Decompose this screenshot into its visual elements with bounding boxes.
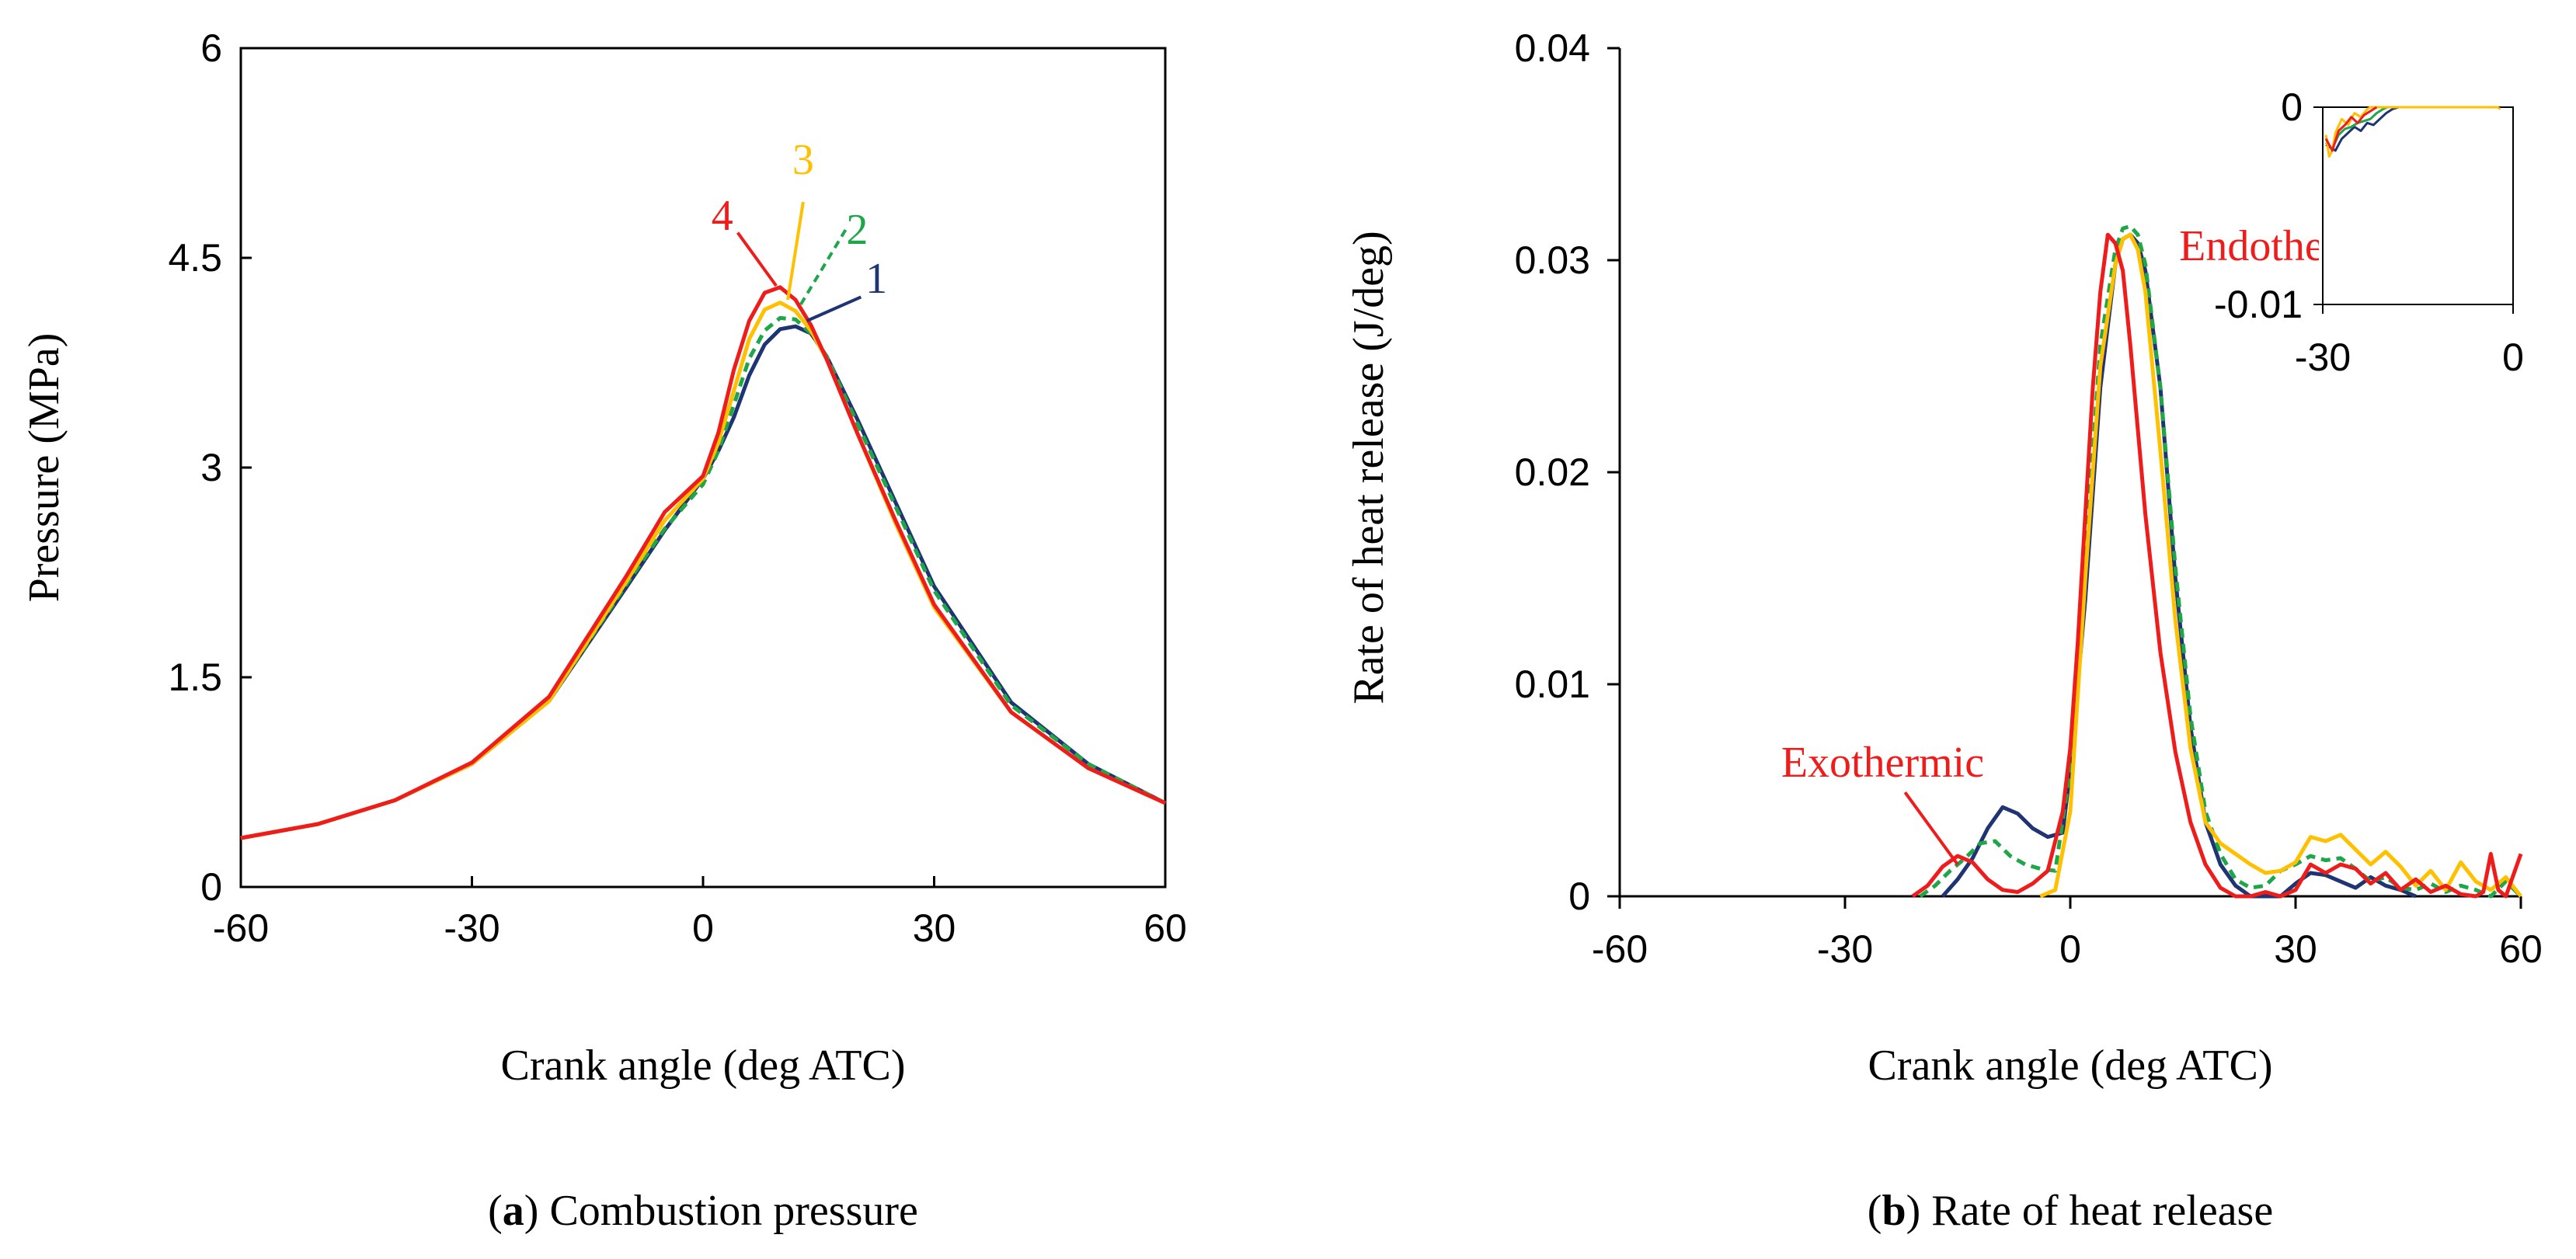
- y-tick-label-b: 0.02: [1515, 450, 1590, 494]
- x-tick-label-a: -60: [213, 906, 269, 950]
- series-line-4: [240, 285, 1167, 840]
- inset-series-line-4: [2324, 106, 2378, 152]
- y-tick-label-a: 4.5: [168, 236, 222, 280]
- series-label-leader: [736, 231, 778, 287]
- ticks-a: -60 -30 0 30 60 0 1.5 3 4.5 6: [168, 26, 1186, 950]
- x-tick-label-a: 0: [692, 906, 714, 950]
- y-tick-label-b: 0.01: [1515, 663, 1590, 706]
- series-line-2: [240, 315, 1167, 840]
- series-label-3: 3: [792, 136, 814, 184]
- y-tick-label-a: 6: [200, 26, 222, 70]
- x-tick-label-b: 30: [2274, 927, 2317, 971]
- series-line-1: [240, 324, 1167, 840]
- series-label-leader: [786, 201, 805, 301]
- x-tick-label-b: 0: [2059, 927, 2081, 971]
- inset-endothermic: -30 0 -0.01 0: [2214, 85, 2524, 379]
- caption-text-b: ) Rate of heat release: [1906, 1187, 2274, 1235]
- y-tick-label-a: 1.5: [168, 656, 222, 699]
- x-tick-label-b: -30: [1817, 927, 1873, 971]
- series-label-2: 2: [846, 206, 868, 254]
- series-line-3: [240, 301, 1167, 840]
- annotation-exothermic: Exothermic: [1781, 739, 1984, 787]
- panel-b-rate-of-heat-release: -60 -30 0 30 60 0 0.01 0.02 0.03 0.04 ExothermicE…: [1345, 26, 2543, 1235]
- inset-background: [2319, 103, 2513, 307]
- caption-text-a: ) Combustion pressure: [524, 1187, 918, 1235]
- caption-a: (a) Combustion pressure: [488, 1187, 918, 1235]
- inset-x-tick-label: -30: [2295, 336, 2351, 379]
- caption-letter-b: b: [1882, 1187, 1906, 1235]
- series-line-4: [1911, 232, 2523, 899]
- annotation-leader: [1903, 791, 1959, 866]
- y-tick-label-a: 0: [200, 865, 222, 909]
- y-axis-label-b: Rate of heat release (J/deg): [1345, 231, 1393, 704]
- y-tick-label-b: 0.03: [1515, 238, 1590, 282]
- caption-letter-a: a: [503, 1187, 524, 1235]
- plot-area-a: [239, 47, 1167, 889]
- series-label-leader: [798, 228, 848, 308]
- series-line-1: [1941, 232, 2417, 899]
- inset-y-tick-label: 0: [2281, 85, 2303, 129]
- x-axis-label-a: Crank angle (deg ATC): [501, 1042, 906, 1090]
- x-axis-label-b: Crank angle (deg ATC): [1868, 1042, 2273, 1090]
- x-tick-label-a: 60: [1144, 906, 1187, 950]
- series-line-2: [1919, 224, 2522, 899]
- series-line-3: [2039, 232, 2522, 899]
- annotations-a: 4 321: [712, 136, 887, 322]
- series-a: [240, 285, 1167, 840]
- series-b: [1911, 224, 2523, 899]
- inset-x-tick-label: 0: [2502, 336, 2524, 379]
- caption-b: (b) Rate of heat release: [1868, 1187, 2273, 1235]
- x-tick-label-a: 30: [913, 906, 956, 950]
- inset-series-line-1: [2325, 106, 2400, 152]
- x-tick-label-a: -30: [444, 906, 500, 950]
- y-tick-label-b: 0: [1568, 875, 1590, 918]
- series-label-4: 4: [712, 192, 733, 240]
- x-tick-label-b: 60: [2499, 927, 2543, 971]
- series-label-1: 1: [865, 255, 887, 303]
- series-label-leader: [806, 295, 862, 322]
- x-tick-label-b: -60: [1592, 927, 1648, 971]
- ticks-b: -60 -30 0 30 60 0 0.01 0.02 0.03 0.04: [1515, 26, 2543, 971]
- inset-y-tick-label: -0.01: [2214, 283, 2303, 326]
- y-tick-label-b: 0.04: [1515, 26, 1590, 70]
- y-tick-label-a: 3: [200, 446, 222, 489]
- y-axis-label-a: Pressure (MPa): [20, 333, 68, 603]
